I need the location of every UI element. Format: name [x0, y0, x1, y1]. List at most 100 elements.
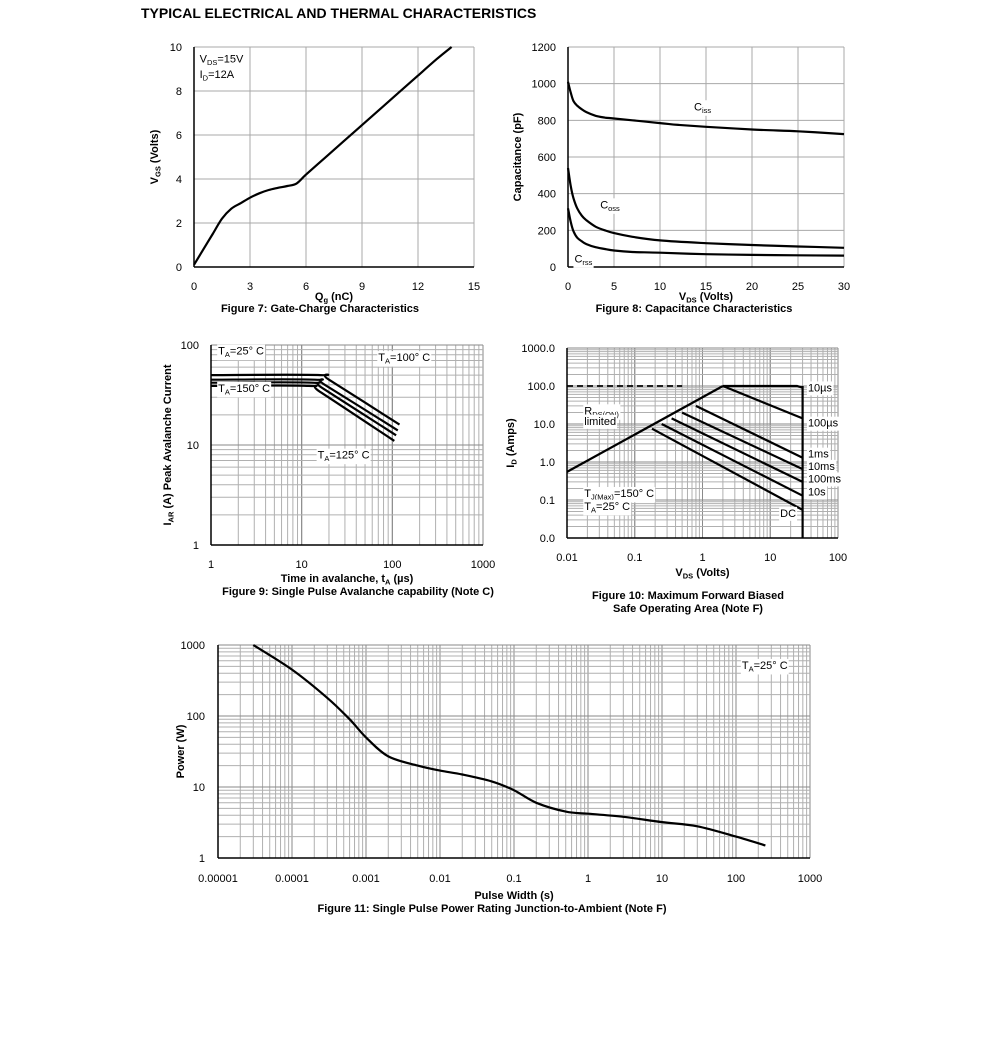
fig10-annotation-bg — [806, 459, 837, 474]
fig7-grid — [193, 46, 475, 268]
fig9-x-tick-label: 1 — [208, 559, 214, 571]
fig7-series-line — [193, 46, 453, 266]
fig10-annotation-t10us: 10µs — [808, 382, 833, 394]
fig8-capacitance-chart: 0 5 10 15 20 25 30 0 200 400 600 800 1000 1200 VDS​ (V… — [512, 42, 850, 315]
fig9-annotation-bg — [217, 381, 272, 398]
fig8-y-tick-label: 1000 — [532, 79, 556, 91]
fig10-series-line — [695, 404, 804, 459]
fig10-x-tick-label: 0.1 — [627, 552, 642, 564]
fig10-annotation-rds2: limited — [584, 416, 616, 428]
fig11-x-tick-label: 1000 — [798, 873, 822, 885]
fig10-x-tick-label: 1 — [699, 552, 705, 564]
fig10-annotation-bg — [806, 485, 828, 500]
fig10-annotation-bg — [806, 447, 831, 462]
fig8-grid — [567, 46, 845, 268]
fig10-series-line — [671, 417, 804, 483]
fig10-annotation-bg — [583, 499, 632, 516]
fig10-annotation-t100us: 100µs — [808, 418, 839, 430]
fig10-annotation-t100ms: 100ms — [808, 473, 842, 485]
fig8-series-line — [566, 81, 845, 136]
fig9-y-tick-label: 1 — [193, 540, 199, 552]
fig9-x-tick-label: 100 — [383, 559, 401, 571]
fig9-y-axis-title: IAR​ (A) Peak Avalanche Current — [162, 364, 176, 525]
fig9-annotation-bg — [316, 448, 371, 465]
fig8-annotation-bg — [693, 100, 713, 116]
fig7-gate-charge-chart: 0 3 6 9 12 15 0 2 4 6 8 10 Qg​ (nC) VGS​ (Volts) VDS​=… — [149, 42, 480, 315]
fig7-x-tick-label: 3 — [247, 281, 253, 293]
fig11-y-tick-label: 10 — [193, 782, 205, 794]
fig9-y-tick-label: 10 — [187, 440, 199, 452]
fig10-caption: Figure 10: Maximum Forward Biased — [592, 590, 784, 602]
fig10-series-line — [722, 384, 804, 420]
fig10-y-tick-label: 1.0 — [540, 457, 555, 469]
fig7-x-tick-label: 6 — [303, 281, 309, 293]
fig8-y-tick-label: 800 — [538, 115, 556, 127]
fig9-grid — [210, 344, 484, 546]
fig9-annotation-t150: TA​=150° C — [218, 383, 270, 397]
fig8-y-tick-label: 0 — [550, 262, 556, 274]
fig9-annotation-t100: TA​=100° C — [378, 352, 430, 366]
fig11-annotation-bg — [740, 658, 789, 675]
fig10-caption-line2: Safe Operating Area (Note F) — [613, 603, 763, 615]
fig8-caption: Figure 8: Capacitance Characteristics — [596, 303, 793, 315]
fig10-annotation-bg — [806, 416, 840, 431]
fig10-annotation-bg — [806, 381, 834, 396]
fig11-series-line — [252, 644, 766, 847]
fig11-x-tick-label: 0.0001 — [275, 873, 309, 885]
fig9-caption: Figure 9: Single Pulse Avalanche capabil… — [222, 586, 494, 598]
fig10-safe-operating-area-chart: 0.01 0.1 1 10 1000.00.11.010.0100.01000.0VDS… — [505, 343, 847, 615]
fig10-annotation-t1ms: 1ms — [808, 449, 829, 461]
fig11-y-axis-title: Power (W) — [175, 724, 187, 778]
fig10-annotation-tj: TJ(Max)​=150° C — [584, 488, 654, 502]
fig11-grid — [217, 644, 811, 859]
fig7-x-tick-label: 0 — [191, 281, 197, 293]
fig8-x-tick-label: 15 — [700, 281, 712, 293]
fig8-y-tick-label: 600 — [538, 152, 556, 164]
fig9-series-line — [210, 373, 401, 426]
fig11-annotation-ta: TA​=25° C — [742, 660, 788, 674]
fig8-annotation-ciss: Ciss​ — [694, 101, 711, 115]
fig7-y-tick-label: 2 — [176, 218, 182, 230]
fig10-y-tick-label: 100.0 — [527, 381, 555, 393]
fig7-y-tick-label: 0 — [176, 262, 182, 274]
fig10-annotation-bg — [583, 414, 618, 429]
fig7-y-tick-label: 6 — [176, 130, 182, 142]
fig10-y-tick-label: 1000.0 — [521, 343, 555, 355]
fig10-y-tick-label: 0.0 — [540, 533, 555, 545]
fig8-x-tick-label: 20 — [746, 281, 758, 293]
fig9-x-axis-title: Time in avalanche, tA​ (µs) — [281, 573, 414, 587]
fig7-y-tick-label: 4 — [176, 174, 182, 186]
fig8-series-line — [566, 167, 845, 249]
fig8-y-tick-label: 400 — [538, 189, 556, 201]
fig11-y-tick-label: 1 — [199, 853, 205, 865]
fig11-x-tick-label: 0.00001 — [198, 873, 238, 885]
fig10-annotation-t10s: 10s — [808, 487, 826, 499]
fig7-x-tick-label: 12 — [412, 281, 424, 293]
fig9-annotation-t25: TA​=25° C — [218, 346, 264, 360]
fig7-x-axis-title: Qg​ (nC) — [315, 291, 354, 305]
fig10-y-tick-label: 0.1 — [540, 495, 555, 507]
fig7-annotation-vds: VDS​=15V — [200, 53, 244, 67]
fig10-annotation-bg — [806, 472, 843, 487]
fig8-x-tick-label: 25 — [792, 281, 804, 293]
fig11-x-tick-label: 10 — [656, 873, 668, 885]
fig8-x-axis-title: VDS​ (Volts) — [679, 291, 734, 305]
fig7-x-tick-label: 15 — [468, 281, 480, 293]
fig7-annotation-bg — [198, 67, 236, 84]
fig11-x-axis-title: Pulse Width (s) — [474, 890, 554, 902]
fig8-x-tick-label: 5 — [611, 281, 617, 293]
fig10-annotation-bg — [779, 506, 798, 521]
fig10-series-line — [651, 427, 804, 511]
fig10-series-line — [566, 385, 724, 473]
fig9-annotation-t125: TA​=125° C — [318, 450, 370, 464]
fig7-caption: Figure 7: Gate-Charge Characteristics — [221, 303, 419, 315]
fig8-x-tick-label: 30 — [838, 281, 850, 293]
fig11-power-rating-chart: 0.00001 0.0001 0.001 0.01 0.1 1 10 100 1000 1 10 10… — [175, 640, 822, 915]
fig7-plot-area — [194, 47, 474, 267]
fig10-x-tick-label: 100 — [829, 552, 847, 564]
fig8-series-line — [566, 208, 845, 257]
fig11-x-tick-label: 0.001 — [352, 873, 380, 885]
fig10-series-line — [661, 423, 804, 497]
page-title: TYPICAL ELECTRICAL AND THERMAL CHARACTER… — [141, 5, 537, 21]
